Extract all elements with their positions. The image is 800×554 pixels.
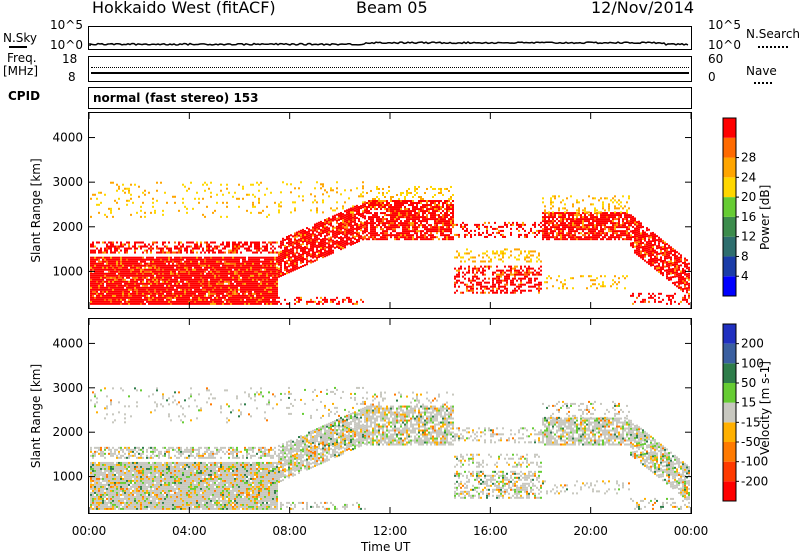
- velocity-colorbar-segment: [723, 442, 736, 462]
- cpid-mode-text: normal (fast stereo) 153: [93, 91, 259, 105]
- power-colorbar-tick-label: 4: [741, 269, 749, 283]
- velocity-ytick-label: 2000: [52, 425, 83, 439]
- power-colorbar-tick-label: 20: [741, 190, 756, 204]
- x-tick-label: 00:00: [674, 524, 709, 538]
- velocity-colorbar-frame: [722, 323, 737, 502]
- velocity-colorbar-segment: [723, 461, 736, 482]
- velocity-colorbar-tick-label: 200: [741, 337, 764, 351]
- date-label: 12/Nov/2014: [591, 0, 695, 17]
- power-colorbar-segment: [723, 216, 736, 237]
- velocity-colorbar-segment: [723, 481, 736, 501]
- power-colorbar-tick-label: 28: [741, 151, 756, 165]
- x-tick-label: 04:00: [172, 524, 207, 538]
- power-echo-field: [90, 181, 690, 305]
- velocity-y-axis-label: Slant Range [km]: [29, 364, 43, 468]
- nsearch-legend-line: [758, 46, 788, 48]
- freq-panel: [88, 56, 692, 82]
- power-colorbar-frame: [722, 117, 737, 297]
- velocity-colorbar-segment: [723, 383, 736, 403]
- velocity-colorbar-segment: [723, 422, 736, 442]
- x-tick-label: 08:00: [272, 524, 307, 538]
- nsky-legend-line: [9, 46, 27, 48]
- nsky-tick-top: 10^5: [50, 18, 83, 32]
- power-colorbar-segment: [723, 177, 736, 198]
- x-tick-label: 12:00: [373, 524, 408, 538]
- power-colorbar-tick-label: 24: [741, 170, 756, 184]
- freq-trace: [91, 72, 689, 74]
- velocity-ytick-label: 4000: [52, 336, 83, 350]
- power-colorbar-segment: [723, 276, 736, 296]
- nave-tick-bottom: 0: [708, 70, 716, 84]
- velocity-colorbar-segment: [723, 343, 736, 364]
- freq-tick-bottom: 8: [68, 70, 76, 84]
- x-tick-label: 20:00: [573, 524, 608, 538]
- nave-legend-line: [754, 82, 772, 84]
- velocity-colorbar-tick-label: -15: [741, 415, 761, 429]
- nave-trace: [91, 67, 689, 68]
- velocity-colorbar-segment: [723, 402, 736, 423]
- power-ytick-label: 3000: [52, 175, 83, 189]
- nsky-panel: [88, 26, 692, 50]
- freq-unit-label: [MHz]: [3, 64, 39, 78]
- power-ytick-label: 1000: [52, 264, 83, 278]
- freq-tick-top: 18: [62, 52, 78, 66]
- velocity-colorbar-tick-label: -100: [741, 455, 768, 469]
- power-colorbar-segment: [723, 157, 736, 178]
- x-axis-label: Time UT: [361, 540, 411, 554]
- nsearch-tick-bottom: 10^0: [708, 38, 741, 52]
- x-tick-label: 00:00: [72, 524, 107, 538]
- nave-tick-top: 60: [708, 52, 724, 66]
- power-colorbar-segment: [723, 118, 736, 138]
- power-colorbar-segment: [723, 236, 736, 257]
- power-colorbar-segment: [723, 137, 736, 158]
- velocity-colorbar-tick-label: 15: [741, 396, 756, 410]
- freq-label: Freq.: [7, 51, 37, 65]
- cpid-label: CPID: [8, 89, 41, 103]
- power-colorbar-segment: [723, 256, 736, 277]
- chart-title: Hokkaido West (fitACF): [92, 0, 276, 17]
- velocity-colorbar-tick-label: 100: [741, 356, 764, 370]
- nsky-label: N.Sky: [3, 31, 38, 45]
- power-colorbar-tick-label: 12: [741, 230, 756, 244]
- velocity-colorbar-segment: [723, 324, 736, 344]
- nsearch-tick-top: 10^5: [708, 18, 741, 32]
- power-colorbar-tick-label: 8: [741, 249, 749, 263]
- velocity-ytick-label: 1000: [52, 470, 83, 484]
- velocity-ytick-label: 3000: [52, 381, 83, 395]
- velocity-echo-field: [90, 386, 690, 510]
- power-y-axis-label: Slant Range [km]: [29, 158, 43, 262]
- velocity-colorbar-tick-label: -200: [741, 474, 768, 488]
- nsky-trace: [89, 41, 689, 46]
- nsearch-label: N.Search: [746, 27, 800, 41]
- nave-label: Nave: [746, 64, 777, 78]
- x-tick-label: 16:00: [473, 524, 508, 538]
- power-ytick-label: 4000: [52, 131, 83, 145]
- nsky-tick-bottom: 10^0: [50, 38, 83, 52]
- power-ytick-label: 2000: [52, 220, 83, 234]
- beam-label: Beam 05: [356, 0, 428, 17]
- power-colorbar-segment: [723, 197, 736, 217]
- velocity-colorbar-tick-label: -50: [741, 435, 761, 449]
- velocity-colorbar-tick-label: 50: [741, 376, 756, 390]
- power-colorbar-tick-label: 16: [741, 210, 756, 224]
- cpid-panel: normal (fast stereo) 153: [88, 87, 692, 109]
- velocity-colorbar-segment: [723, 363, 736, 383]
